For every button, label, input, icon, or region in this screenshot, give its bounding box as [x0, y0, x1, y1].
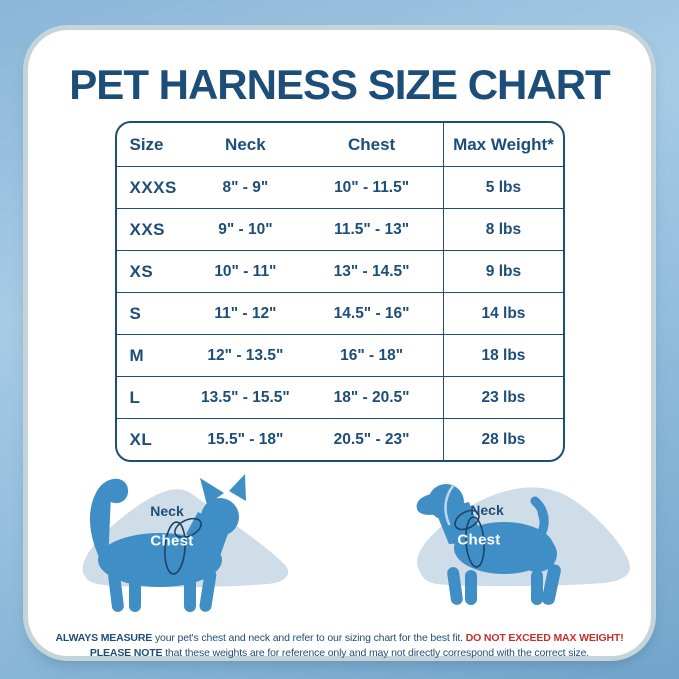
table-row: XXS 9" - 10" 11.5" - 13" 8 lbs: [116, 208, 563, 250]
measurement-cell: 13" - 14.5": [299, 250, 444, 292]
table-row: XXXS 8" - 9" 10" - 11.5" 5 lbs: [117, 167, 563, 208]
table-header-row: Size Neck Chest Max Weight*: [116, 123, 563, 167]
dog-neck-label: Neck: [470, 502, 504, 518]
footnote-warning: DO NOT EXCEED MAX WEIGHT!: [465, 632, 624, 644]
size-cell: XL: [116, 418, 191, 460]
measurement-cell: 11" - 12": [190, 292, 300, 334]
dog-ear-line: [444, 484, 455, 526]
measurement-cell: 8" - 9": [222, 178, 269, 196]
cat-chest-label: Chest: [150, 532, 194, 550]
header-neck: Neck: [190, 123, 300, 167]
measurement-cell: 18" - 20.5": [299, 376, 444, 418]
size-cell: XXXS: [129, 177, 177, 197]
size-table-wrapper: Size Neck Chest Max Weight* XXXS 8" - 9" 1…: [114, 121, 565, 462]
header-chest: Chest: [299, 123, 444, 167]
size-cell: L: [116, 376, 191, 418]
size-chart-card: PET HARNESS SIZE CHART Size Neck Chest M…: [28, 30, 651, 659]
dog-chest-loop: [465, 516, 485, 568]
cat-figure: Neck Chest: [72, 472, 312, 622]
cat-neck-label: Neck: [150, 503, 184, 519]
footnote-please-note: PLEASE NOTE: [89, 647, 163, 659]
footnote-always-measure: ALWAYS MEASURE: [55, 632, 153, 644]
max-weight-cell: 18 lbs: [443, 334, 563, 376]
max-weight-cell: 5 lbs: [443, 167, 562, 208]
measurement-cell: 10" - 11.5": [334, 178, 410, 196]
dog-silhouette: [416, 484, 561, 605]
dog-figure: Neck Chest: [399, 472, 639, 622]
table-row: L 13.5" - 15.5" 18" - 20.5" 23 lbs: [116, 376, 563, 418]
size-table: Size Neck Chest Max Weight* XXXS 8" - 9" 1…: [114, 121, 565, 462]
measurement-cell: 11.5" - 13": [299, 208, 444, 250]
cat-illustration: [82, 474, 289, 612]
max-weight-cell: 14 lbs: [443, 292, 563, 334]
dog-neck-loop: [454, 509, 480, 531]
max-weight-cell: 8 lbs: [443, 208, 563, 250]
table-row: S 11" - 12" 14.5" - 16" 14 lbs: [116, 292, 563, 334]
table-row: XL 15.5" - 18" 20.5" - 23" 28 lbs: [116, 418, 563, 460]
measurement-cell: 14.5" - 16": [299, 292, 444, 334]
page-title: PET HARNESS SIZE CHART: [69, 61, 610, 108]
dog-chest-label: Chest: [457, 531, 501, 549]
size-cell: S: [116, 292, 191, 334]
measurement-cell: 12" - 13.5": [190, 334, 300, 376]
size-cell: XS: [116, 250, 191, 292]
measurement-cell: 16" - 18": [299, 334, 444, 376]
measurement-cell: 13.5" - 15.5": [190, 376, 300, 418]
cat-neck-loop: [174, 517, 202, 539]
cat-silhouette: [89, 474, 246, 612]
max-weight-cell: 9 lbs: [443, 250, 563, 292]
table-row: XS 10" - 11" 13" - 14.5" 9 lbs: [116, 250, 563, 292]
footnote-line1-text: your pet's chest and neck and refer to o…: [154, 632, 463, 644]
cat-chest-loop: [164, 521, 186, 575]
footnote: ALWAYS MEASURE your pet's chest and neck…: [40, 631, 640, 661]
size-cell: XXS: [116, 208, 191, 250]
measurement-cell: 20.5" - 23": [299, 418, 444, 460]
max-weight-cell: 23 lbs: [443, 376, 563, 418]
header-size: Size: [116, 123, 191, 167]
max-weight-cell: 28 lbs: [443, 418, 563, 460]
measurement-cell: 10" - 11": [190, 250, 300, 292]
size-cell: M: [116, 334, 191, 376]
header-max-weight: Max Weight*: [443, 123, 563, 167]
table-row: M 12" - 13.5" 16" - 18" 18 lbs: [116, 334, 563, 376]
measurement-cell: 15.5" - 18": [190, 418, 300, 460]
measurement-cell: 9" - 10": [190, 208, 300, 250]
dog-illustration: [416, 484, 630, 605]
measurement-figures: Neck Chest: [28, 462, 651, 622]
footnote-line2-text: that these weights are for reference onl…: [165, 647, 590, 659]
